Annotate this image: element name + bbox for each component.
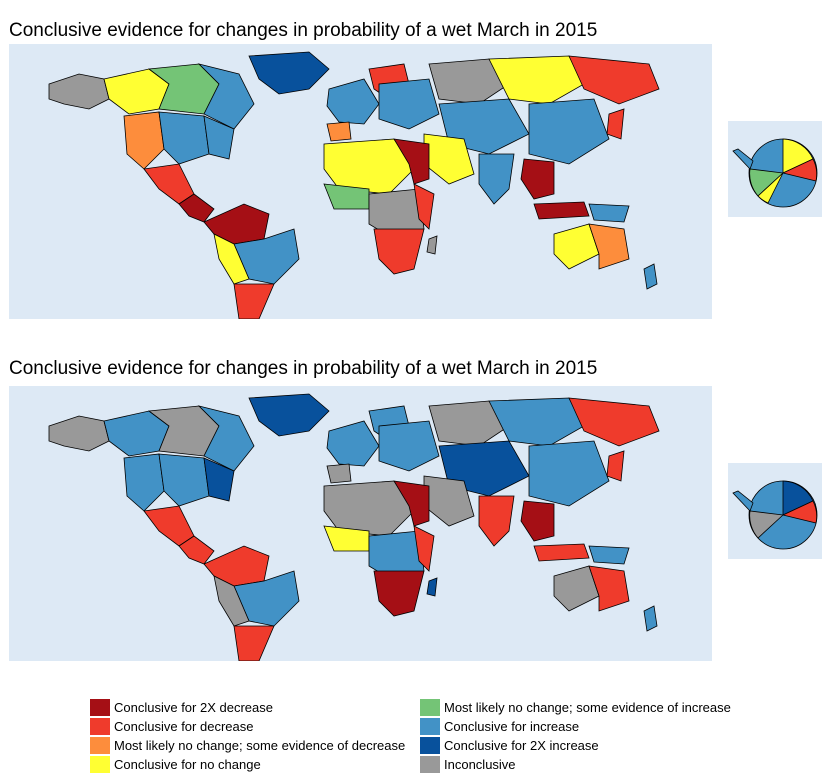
region-sa-north-b — [203, 545, 270, 587]
region-mexico-b — [143, 505, 195, 547]
legend-swatch-no-change — [90, 755, 110, 773]
world-map-top-svg — [48, 51, 660, 319]
region-china-b — [528, 440, 610, 507]
antarctica-peninsula-top — [732, 148, 754, 170]
region-iberia — [326, 121, 352, 142]
region-us-west-b — [123, 453, 165, 512]
region-us-west — [123, 111, 165, 170]
region-us-central — [158, 111, 210, 165]
legend-item-inconclusive: Inconclusive — [420, 755, 516, 773]
region-greenland — [248, 51, 330, 95]
region-africa-northeast-b — [393, 480, 430, 527]
legend-swatch-inc2x — [420, 736, 440, 754]
legend-label-inconclusive: Inconclusive — [444, 756, 516, 772]
region-se-asia-b — [520, 500, 555, 542]
legend-item-mlnc-decrease: Most likely no change; some evidence of … — [90, 736, 405, 754]
antarctica-map-bottom — [728, 463, 822, 559]
antarctica-sector-b-top — [781, 158, 817, 182]
region-africa-south — [373, 228, 425, 275]
region-africa-east — [413, 183, 435, 230]
region-australia-west-b — [553, 565, 600, 612]
legend-label-inc2x: Conclusive for 2X increase — [444, 737, 599, 753]
legend-label-mlnc-decrease: Most likely no change; some evidence of … — [114, 737, 406, 753]
region-alaska-b — [48, 415, 110, 452]
region-greenland-b — [248, 393, 330, 437]
region-russia-west-b — [428, 400, 510, 447]
region-india-b — [478, 495, 515, 547]
map-title-top: Conclusive evidence for changes in proba… — [9, 20, 598, 41]
region-alaska — [48, 73, 110, 110]
legend-item-inc: Conclusive for increase — [420, 717, 579, 735]
legend-item-no-change: Conclusive for no change — [90, 755, 261, 773]
region-central-america-b — [178, 535, 215, 565]
region-africa-northeast — [393, 138, 430, 185]
region-mexico — [143, 163, 195, 205]
region-se-asia — [520, 158, 555, 200]
antarctica-top-svg — [732, 138, 818, 208]
region-new-guinea-b — [588, 545, 630, 565]
legend: Conclusive for 2X decrease Conclusive fo… — [90, 698, 770, 773]
legend-swatch-dec — [90, 717, 110, 735]
map-title-bottom: Conclusive evidence for changes in proba… — [9, 358, 598, 379]
region-africa-east-b — [413, 525, 435, 572]
region-argentina-b — [233, 625, 275, 661]
legend-swatch-mlnc-increase — [420, 698, 440, 716]
legend-label-mlnc-increase: Most likely no change; some evidence of … — [444, 699, 731, 715]
region-europe-west — [326, 78, 380, 125]
region-europe-east — [378, 78, 440, 130]
legend-item-dec2x: Conclusive for 2X decrease — [90, 698, 273, 716]
world-map-bottom-svg — [48, 393, 660, 661]
legend-label-no-change: Conclusive for no change — [114, 756, 261, 772]
region-new-zealand — [643, 263, 658, 290]
region-us-central-b — [158, 453, 210, 507]
region-madagascar-b — [426, 577, 438, 597]
region-europe-east-b — [378, 420, 440, 472]
legend-label-inc: Conclusive for increase — [444, 718, 580, 734]
world-map-bottom — [9, 386, 712, 661]
region-china — [528, 98, 610, 165]
legend-label-dec2x: Conclusive for 2X decrease — [114, 699, 273, 715]
legend-item-dec: Conclusive for decrease — [90, 717, 253, 735]
region-russia-central — [488, 55, 585, 105]
legend-label-dec: Conclusive for decrease — [114, 718, 254, 734]
legend-swatch-inc — [420, 717, 440, 735]
region-us-east — [203, 115, 235, 160]
region-argentina — [233, 283, 275, 319]
legend-item-inc2x: Conclusive for 2X increase — [420, 736, 599, 754]
antarctica-peninsula-bottom — [732, 490, 754, 512]
region-central-america — [178, 193, 215, 223]
region-india — [478, 153, 515, 205]
region-australia-east — [588, 223, 630, 270]
region-new-zealand-b — [643, 605, 658, 632]
antarctica-map-top — [728, 121, 822, 217]
legend-swatch-mlnc-decrease — [90, 736, 110, 754]
region-iberia-b — [326, 463, 352, 484]
legend-item-mlnc-increase: Most likely no change; some evidence of … — [420, 698, 731, 716]
region-africa-south-b — [373, 570, 425, 617]
region-japan — [606, 108, 625, 140]
region-russia-east — [568, 55, 660, 105]
region-indonesia-b — [533, 543, 590, 562]
region-russia-central-b — [488, 397, 585, 447]
region-sa-north — [203, 203, 270, 245]
legend-swatch-dec2x — [90, 698, 110, 716]
region-russia-west — [428, 58, 510, 105]
antarctica-sector-b-bottom — [781, 500, 817, 524]
legend-swatch-inconclusive — [420, 755, 440, 773]
region-new-guinea — [588, 203, 630, 223]
region-us-east-b — [203, 457, 235, 502]
region-madagascar — [426, 235, 438, 255]
region-japan-b — [606, 450, 625, 482]
antarctica-sector-d-top — [757, 172, 784, 204]
region-europe-west-b — [326, 420, 380, 467]
region-peru — [213, 233, 250, 285]
world-map-top — [9, 44, 712, 319]
region-australia-west — [553, 223, 600, 270]
region-russia-east-b — [568, 397, 660, 447]
antarctica-bottom-svg — [732, 480, 818, 550]
region-peru-b — [213, 575, 250, 627]
region-australia-east-b — [588, 565, 630, 612]
region-indonesia — [533, 201, 590, 220]
